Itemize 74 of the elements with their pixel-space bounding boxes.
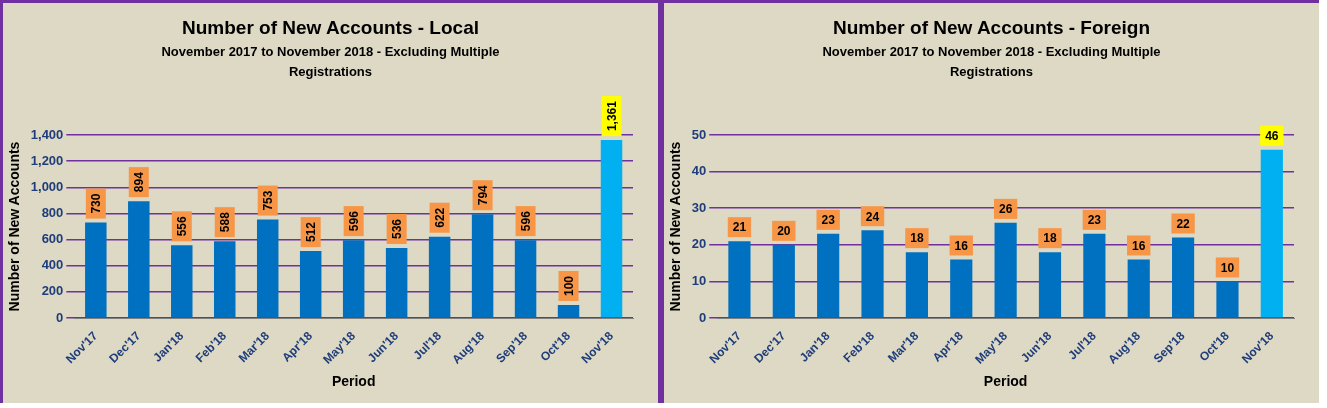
y-tick-label: 30 xyxy=(691,199,707,215)
bar xyxy=(128,201,150,318)
data-label: 622 xyxy=(432,207,447,228)
data-label: 46 xyxy=(1265,128,1279,143)
y-axis-title: Number of New Accounts xyxy=(667,141,684,312)
bar xyxy=(994,222,1017,318)
data-label: 22 xyxy=(1176,216,1191,231)
y-axis-title: Number of New Accounts xyxy=(6,141,23,312)
data-label: 536 xyxy=(389,218,404,239)
bar xyxy=(600,140,623,318)
y-tick-label: 0 xyxy=(699,309,707,325)
x-axis-title: Period xyxy=(983,373,1028,390)
y-tick-label: 20 xyxy=(691,236,707,252)
data-label: 21 xyxy=(732,220,747,235)
bar xyxy=(1172,237,1195,318)
y-tick-label: 1,400 xyxy=(30,126,64,142)
bar xyxy=(342,240,365,318)
data-label: 26 xyxy=(998,202,1013,217)
y-tick-label: 400 xyxy=(41,257,64,273)
data-label: 596 xyxy=(518,210,533,232)
bar xyxy=(471,214,494,318)
chart-subtitle: November 2017 to November 2018 - Excluding Multiple Registrations xyxy=(160,43,501,81)
bar xyxy=(905,252,928,318)
data-label: 18 xyxy=(1043,231,1057,246)
bar xyxy=(299,251,322,318)
data-label: 596 xyxy=(346,210,361,232)
y-tick-label: 50 xyxy=(691,126,707,142)
x-axis-title: Period xyxy=(331,373,376,390)
bar xyxy=(1083,233,1106,318)
bar xyxy=(1038,252,1062,318)
bar xyxy=(385,247,408,318)
y-tick-label: 600 xyxy=(41,231,64,247)
data-label: 100 xyxy=(561,275,576,296)
data-label: 23 xyxy=(821,213,836,228)
bar xyxy=(861,230,884,318)
data-label: 556 xyxy=(175,216,190,237)
y-tick-label: 40 xyxy=(691,163,707,179)
y-tick-label: 10 xyxy=(691,273,707,289)
y-tick-label: 800 xyxy=(41,205,64,221)
data-label: 794 xyxy=(475,184,490,206)
bar xyxy=(428,236,451,318)
bar xyxy=(950,259,973,318)
data-label: 10 xyxy=(1220,260,1235,275)
y-tick-label: 1,200 xyxy=(30,152,64,168)
data-label: 23 xyxy=(1087,213,1102,228)
bar xyxy=(514,240,537,318)
bar xyxy=(85,222,107,318)
data-label: 894 xyxy=(132,171,147,193)
y-tick-label: 0 xyxy=(56,309,64,325)
data-label: 730 xyxy=(89,193,104,214)
bar xyxy=(557,304,580,318)
chart-title: Number of New Accounts - Foreign xyxy=(831,17,1151,39)
bar xyxy=(772,244,795,318)
chart-title: Number of New Accounts - Local xyxy=(181,17,480,39)
data-label: 16 xyxy=(1132,238,1146,253)
bar xyxy=(256,219,279,318)
data-label: 588 xyxy=(218,211,233,233)
data-label: 24 xyxy=(865,209,880,224)
bar xyxy=(171,245,193,318)
y-tick-label: 200 xyxy=(41,283,64,299)
bar xyxy=(1216,281,1239,318)
bar xyxy=(1260,149,1283,318)
chart-subtitle: November 2017 to November 2018 - Excluding Multiple Registrations xyxy=(821,43,1162,81)
data-label: 512 xyxy=(304,221,318,243)
y-tick-label: 1,000 xyxy=(30,178,64,194)
data-label: 20 xyxy=(777,224,791,239)
bar xyxy=(1127,259,1150,318)
data-label: 1,361 xyxy=(604,100,619,132)
bar xyxy=(214,241,236,318)
bar xyxy=(817,233,840,318)
data-label: 16 xyxy=(954,238,969,253)
bar xyxy=(728,241,751,318)
data-label: 18 xyxy=(910,231,924,246)
data-label: 753 xyxy=(261,190,276,211)
